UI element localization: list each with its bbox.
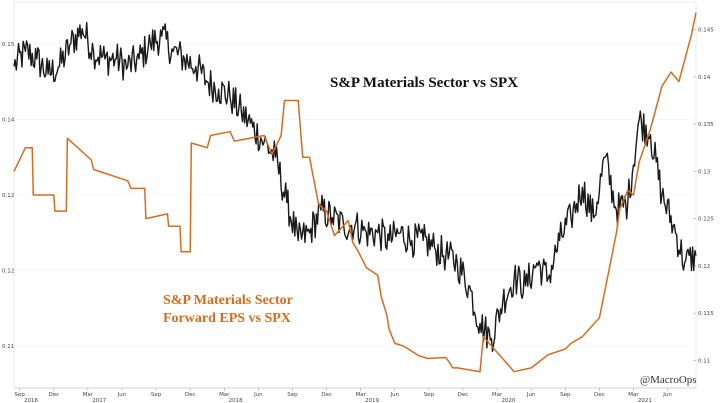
left-tick-label: 0.12 bbox=[2, 269, 14, 275]
x-year-label: 2019 bbox=[365, 398, 379, 403]
x-tick-label: Dec bbox=[321, 392, 332, 398]
right-tick-label: 0.145 bbox=[698, 28, 714, 34]
annotation-line-2: Forward EPS vs SPX bbox=[163, 311, 291, 326]
x-year-label: 2018 bbox=[229, 398, 243, 403]
x-tick-label: Mar bbox=[355, 392, 366, 398]
right-tick-label: 0.12 bbox=[698, 264, 710, 270]
x-tick-label: Sep bbox=[560, 392, 571, 398]
x-tick-label: Sep bbox=[287, 392, 298, 398]
x-year-label: 2016 bbox=[24, 398, 38, 403]
axes: Sep Dec Mar Jun Sep Dec Mar Jun Sep Dec Mar Jun Sep D… bbox=[2, 28, 714, 403]
x-tick-label: Jun bbox=[117, 392, 127, 398]
left-tick-label: 0.12 bbox=[2, 193, 14, 199]
x-tick-label: Jun bbox=[389, 392, 399, 398]
series-line-forward-eps-vs-spx bbox=[13, 12, 697, 373]
right-tick-label: 0.125 bbox=[698, 217, 714, 223]
x-year-label: 2017 bbox=[92, 398, 106, 403]
x-tick-label: Jun bbox=[662, 392, 672, 398]
x-tick-label: Sep bbox=[151, 392, 162, 398]
left-tick-label: 0.11 bbox=[2, 344, 14, 350]
x-tick-label: Mar bbox=[628, 392, 639, 398]
x-tick-label: Sep bbox=[424, 392, 435, 398]
right-tick-label: 0.13 bbox=[698, 169, 711, 175]
x-tick-label: Jun bbox=[526, 392, 536, 398]
x-year-label: 2020 bbox=[501, 398, 515, 403]
x-tick-label: Mar bbox=[219, 392, 230, 398]
chart-title: S&P Materials Sector vs SPX bbox=[330, 75, 518, 91]
x-tick-label: Dec bbox=[185, 392, 196, 398]
x-tick-label: Mar bbox=[83, 392, 94, 398]
x-tick-label: Dec bbox=[594, 392, 605, 398]
left-tick-label: 0.15 bbox=[2, 42, 15, 48]
x-tick-label: Dec bbox=[458, 392, 469, 398]
grid bbox=[14, 43, 696, 347]
right-tick-label: 0.14 bbox=[698, 75, 711, 81]
x-tick-label: Mar bbox=[492, 392, 503, 398]
series-line-materials-vs-spx bbox=[13, 21, 697, 353]
series bbox=[13, 12, 697, 373]
right-tick-label: 0.11 bbox=[698, 358, 710, 364]
x-tick-label: Jun bbox=[253, 392, 263, 398]
right-tick-label: 0.115 bbox=[698, 311, 714, 317]
x-tick-label: Dec bbox=[48, 392, 59, 398]
annotation-line-1: S&P Materials Sector bbox=[163, 293, 293, 308]
left-tick-label: 0.14 bbox=[2, 117, 15, 123]
credit-label: @MacroOps bbox=[640, 374, 697, 386]
right-tick-label: 0.135 bbox=[698, 122, 714, 128]
x-year-label: 2021 bbox=[638, 398, 652, 403]
x-tick-label: Sep bbox=[14, 392, 25, 398]
